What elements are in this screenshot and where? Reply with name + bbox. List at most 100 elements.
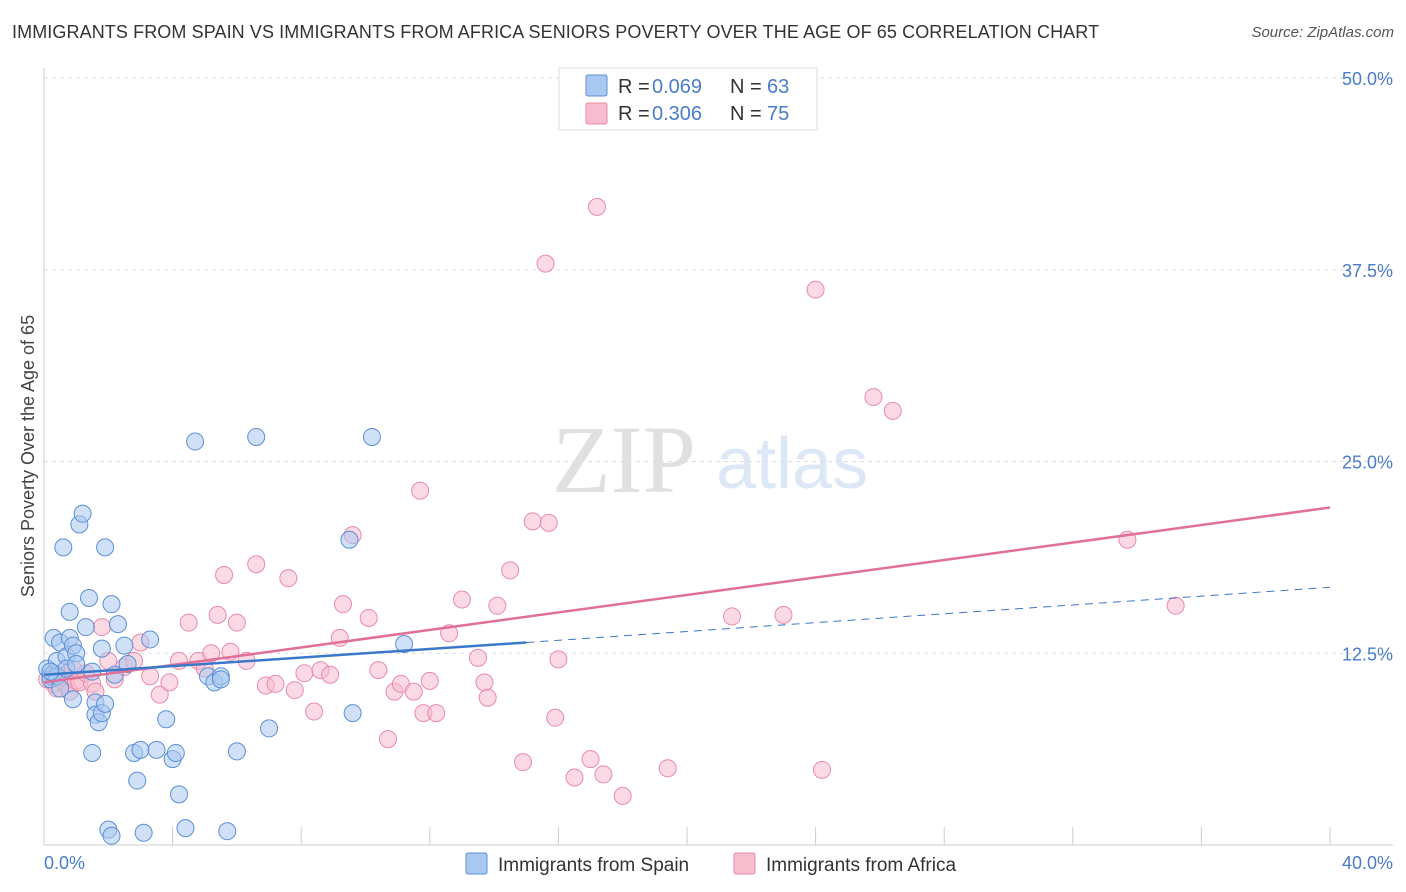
africa-point-75 (806, 280, 825, 299)
legend-africa-n-label: N = (730, 103, 767, 125)
africa-point-50 (411, 481, 430, 500)
africa-point-61 (514, 753, 533, 772)
chart-title: IMMIGRANTS FROM SPAIN VS IMMIGRANTS FROM… (12, 22, 1100, 42)
spain-point-17 (67, 654, 86, 673)
africa-point-56 (469, 648, 488, 667)
legend-africa-n-value: 75 (767, 103, 789, 125)
spain-point-46 (166, 743, 185, 762)
africa-point-49 (404, 682, 423, 701)
africa-point-46 (379, 730, 398, 749)
africa-point-13 (92, 618, 111, 637)
spain-trend-line (43, 641, 527, 676)
bottom-legend-swatch-spain (465, 852, 488, 875)
spain-point-60 (362, 427, 381, 446)
legend-spain-n-value: 63 (767, 76, 789, 98)
africa-point-42 (333, 595, 352, 614)
spain-points (38, 427, 414, 845)
watermark-zip: ZIP (552, 406, 696, 513)
africa-point-36 (285, 681, 304, 700)
spain-point-28 (92, 639, 111, 658)
africa-point-78 (883, 401, 902, 420)
spain-point-49 (186, 432, 205, 451)
africa-point-37 (295, 664, 314, 683)
africa-point-40 (321, 665, 340, 684)
africa-point-30 (227, 613, 246, 632)
y-tick-labels: 12.5% 25.0% 37.5% 50.0% (1342, 69, 1393, 664)
africa-point-80 (1166, 596, 1185, 615)
africa-point-38 (305, 702, 324, 721)
africa-point-53 (427, 704, 446, 723)
africa-point-65 (546, 708, 565, 727)
spain-point-61 (395, 635, 414, 654)
africa-point-23 (179, 613, 198, 632)
africa-point-62 (523, 512, 542, 531)
spain-point-57 (260, 719, 279, 738)
africa-point-73 (723, 607, 742, 626)
africa-point-58 (478, 688, 497, 707)
spain-point-40 (131, 740, 150, 759)
y-tick-label-3: 50.0% (1342, 69, 1393, 89)
africa-point-32 (247, 555, 266, 574)
africa-point-19 (141, 667, 160, 686)
spain-point-55 (227, 742, 246, 761)
top-legend: R = 0.069 N = 63 R = 0.306 N = 75 (558, 67, 818, 131)
africa-point-60 (501, 561, 520, 580)
africa-point-66 (549, 650, 568, 669)
africa-point-45 (369, 661, 388, 680)
africa-point-71 (613, 786, 632, 805)
axis-layer (43, 68, 1393, 846)
africa-point-74 (774, 605, 793, 624)
spain-point-15 (63, 690, 82, 709)
africa-point-28 (215, 566, 234, 585)
africa-point-64 (539, 513, 558, 532)
africa-point-21 (160, 673, 179, 692)
spain-point-20 (76, 618, 95, 637)
africa-point-76 (813, 760, 832, 779)
bottom-legend-label-africa: Immigrants from Africa (766, 855, 956, 876)
africa-point-63 (536, 254, 555, 273)
africa-point-68 (581, 750, 600, 769)
legend-africa-r-label: R = (618, 103, 655, 125)
spain-point-43 (147, 740, 166, 759)
bottom-legend-label-spain: Immigrants from Spain (498, 855, 689, 876)
grid-layer (44, 77, 1393, 654)
africa-point-67 (565, 768, 584, 787)
africa-point-55 (452, 590, 471, 609)
y-axis-label: Seniors Poverty Over the Age of 65 (18, 315, 38, 597)
legend-spain-r-label: R = (618, 76, 655, 98)
bottom-legend-swatch-africa (733, 852, 756, 875)
trend-lines (43, 506, 1331, 684)
spain-point-54 (218, 822, 237, 841)
spain-point-42 (141, 630, 160, 649)
spain-point-48 (176, 819, 195, 838)
spain-point-35 (108, 615, 127, 634)
africa-trend-line (43, 506, 1331, 684)
spain-point-29 (96, 538, 115, 557)
spain-trend-extension (526, 586, 1331, 644)
africa-point-59 (488, 596, 507, 615)
spain-point-44 (157, 710, 176, 729)
africa-point-77 (864, 388, 883, 407)
legend-swatch-spain (585, 74, 608, 97)
spain-point-62 (41, 662, 60, 681)
spain-point-21 (80, 589, 99, 608)
spain-point-33 (102, 595, 121, 614)
spain-point-23 (83, 743, 102, 762)
spain-point-9 (54, 538, 73, 557)
africa-point-52 (420, 671, 439, 690)
x-tick-label-max: 40.0% (1342, 853, 1393, 873)
africa-point-69 (587, 197, 606, 216)
spain-point-58 (340, 530, 359, 549)
spain-point-41 (134, 823, 153, 842)
y-tick-label-0: 12.5% (1342, 644, 1393, 664)
africa-point-35 (279, 569, 298, 588)
africa-point-57 (475, 673, 494, 692)
spain-point-32 (102, 826, 121, 845)
spain-point-53 (211, 670, 230, 689)
africa-point-20 (150, 685, 169, 704)
africa-point-70 (594, 765, 613, 784)
spain-point-47 (170, 785, 189, 804)
africa-point-44 (359, 608, 378, 627)
